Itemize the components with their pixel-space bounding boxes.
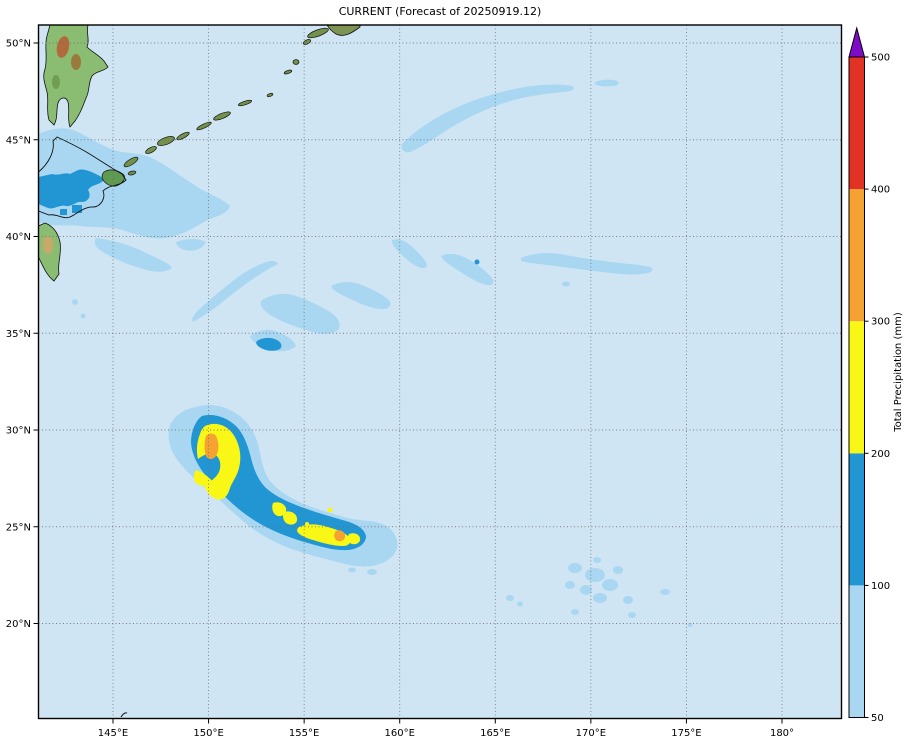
y-tick-label-20n: 20°N [6, 619, 31, 630]
x-tick-label-150e: 150°E [193, 728, 223, 739]
precip-dash-34n [256, 337, 282, 351]
precip-yellow-speck [305, 522, 309, 526]
precip-typhoon-outer-dot [367, 569, 377, 575]
y-tick-label-25n: 25°N [6, 522, 31, 533]
precip-arc-north [401, 84, 574, 153]
y-tick-label-45n: 45°N [6, 135, 31, 146]
colorbar-band-100-200 [849, 453, 865, 586]
precip-streak-east1 [331, 282, 391, 310]
kuril-islands [123, 27, 329, 176]
x-axis-ticks [112, 718, 783, 724]
precip-hokkaido-core-block [60, 209, 67, 215]
y-axis: 50°N 45°N 40°N 35°N 30°N 25°N 20°N [6, 39, 39, 630]
x-tick-label-170e: 170°E [576, 728, 606, 739]
precip-speck [562, 281, 570, 287]
colorbar-ticks [864, 56, 869, 718]
honshu-terrain-patch [43, 236, 53, 254]
figure-title: CURRENT (Forecast of 20250919.12) [339, 5, 542, 18]
colorbar-band-300-400 [849, 189, 865, 322]
precip-yellow-band1 [272, 502, 287, 517]
precip-speck [72, 299, 78, 305]
x-tick-label-145e: 145°E [98, 728, 128, 739]
precip-yellow-band2 [283, 511, 298, 525]
sakhalin-terrain-patch [56, 36, 70, 58]
x-tick-label-175e: 175°E [671, 728, 701, 739]
small-island-south [120, 712, 128, 718]
colorbar-tick-50: 50 [871, 713, 884, 724]
precip-scattered-southeast [506, 557, 693, 627]
precip-speck [80, 313, 86, 319]
y-tick-label-40n: 40°N [6, 232, 31, 243]
precip-orange-band-spot [334, 530, 346, 542]
precip-hokkaido-tail-east [176, 239, 206, 251]
map-content [38, 25, 842, 719]
precip-streak-mid [260, 293, 340, 334]
colorbar-tick-500: 500 [871, 53, 890, 64]
y-axis-ticks [33, 42, 39, 624]
x-tick-label-160e: 160°E [385, 728, 415, 739]
kamchatka-tip [326, 25, 361, 36]
precip-hokkaido-core [38, 169, 104, 209]
precip-yellow-speck [327, 507, 333, 513]
precip-cell-dot [474, 259, 480, 265]
precip-hokkaido-broad [38, 128, 230, 239]
colorbar-over-arrow [848, 26, 866, 58]
y-tick-label-30n: 30°N [6, 426, 31, 437]
colorbar-band-200-300 [849, 321, 865, 454]
gridlines [38, 25, 842, 719]
x-tick-label-165e: 165°E [480, 728, 510, 739]
colorbar-tick-100: 100 [871, 581, 890, 592]
y-tick-label-35n: 35°N [6, 329, 31, 340]
precip-yellow-band4 [348, 533, 361, 545]
colorbar-tick-400: 400 [871, 185, 890, 196]
x-axis: 145°E 150°E 155°E 160°E 165°E 170°E 175°… [98, 718, 794, 739]
precip-300-400-layer [204, 433, 346, 542]
x-tick-label-155e: 155°E [289, 728, 319, 739]
colorbar-outline [848, 56, 865, 718]
x-tick-label-180: 180° [770, 728, 794, 739]
colorbar-band-400-500 [849, 57, 865, 190]
precip-streak-east2 [391, 239, 427, 269]
colorbar: 500 400 300 200 100 50 Total Precipitati… [848, 26, 904, 724]
precip-streak-sw [192, 260, 278, 322]
y-tick-label-50n: 50°N [6, 39, 31, 50]
sakhalin-terrain-patch [71, 54, 81, 70]
sakhalin-terrain-patch [52, 75, 60, 89]
precip-yellow-head-finger [193, 470, 212, 486]
plot-border [37, 24, 843, 720]
colorbar-axis-label: Total Precipitation (mm) [893, 312, 904, 433]
precip-arc-north-dash [595, 79, 619, 87]
precip-hokkaido-core-block [72, 205, 82, 213]
hokkaido-coastline [38, 136, 127, 219]
precip-orange-head-arc [204, 433, 219, 459]
precip-streak-east3 [441, 253, 494, 286]
land-top-layer [38, 27, 329, 718]
colorbar-band-50-100 [849, 585, 865, 718]
colorbar-tick-200: 200 [871, 449, 890, 460]
precip-hokkaido-tail [94, 238, 172, 272]
precip-typhoon-outer-dot [348, 567, 356, 573]
colorbar-tick-300: 300 [871, 317, 890, 328]
precip-streak-long [521, 253, 653, 275]
